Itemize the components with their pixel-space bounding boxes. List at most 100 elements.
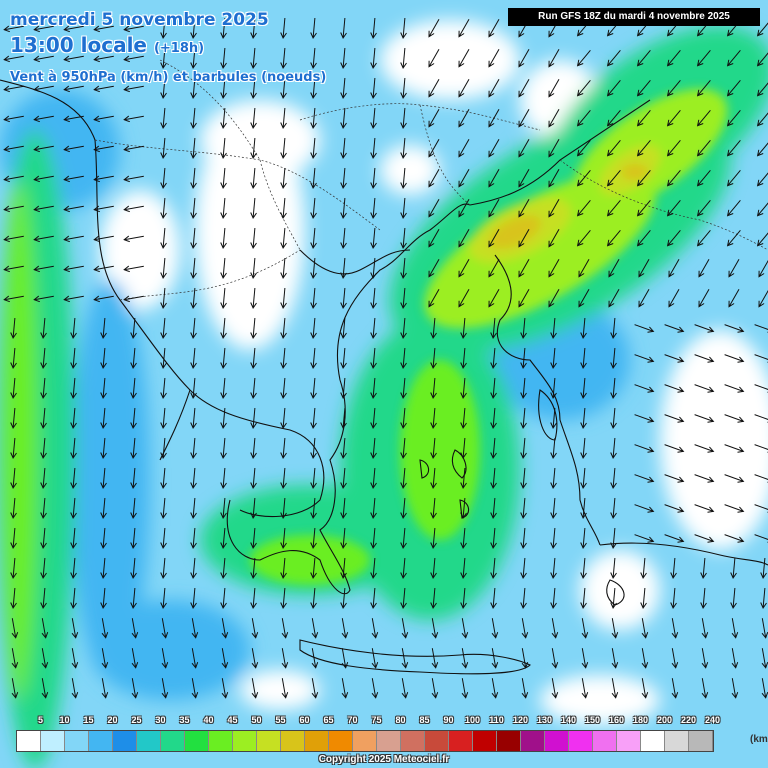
wind-arrow: [550, 407, 557, 430]
wind-arrow: [491, 618, 499, 639]
wind-arrow: [666, 199, 681, 217]
wind-arrow: [550, 467, 557, 490]
wind-arrow: [190, 137, 197, 160]
wind-arrow: [670, 557, 677, 580]
wind-arrow: [371, 678, 379, 699]
wind-arrow: [220, 107, 227, 130]
wind-arrow: [701, 648, 709, 669]
wind-arrow: [280, 197, 287, 220]
wind-arrow: [548, 139, 560, 158]
legend-value-label: 30: [155, 715, 166, 725]
legend-value-label: 160: [608, 715, 625, 725]
wind-arrow: [310, 257, 317, 280]
wind-arrow: [130, 437, 137, 460]
wind-arrow: [731, 618, 739, 639]
wind-arrow: [490, 587, 497, 610]
wind-arrow: [636, 139, 651, 157]
wind-arrow: [310, 77, 317, 100]
wind-arrow: [548, 109, 560, 128]
wind-arrow: [428, 169, 440, 188]
wind-arrow: [756, 22, 768, 37]
wind-arrow: [160, 377, 167, 400]
legend-value-label: 20: [107, 715, 118, 725]
wind-arrow: [428, 79, 440, 98]
wind-arrow: [160, 17, 167, 40]
wind-arrow: [341, 618, 349, 639]
wind-arrow: [280, 587, 287, 610]
wind-arrow: [701, 618, 709, 639]
wind-arrow: [550, 347, 557, 370]
wind-arrow: [370, 587, 377, 610]
wind-arrow: [551, 618, 559, 639]
wind-arrow: [340, 437, 347, 460]
wind-arrow: [458, 19, 470, 38]
legend-swatch: [113, 731, 137, 751]
wind-arrow: [370, 497, 377, 520]
wind-arrow: [370, 167, 377, 190]
wind-arrow: [190, 527, 197, 550]
wind-arrow: [581, 648, 589, 669]
legend-value-label: 15: [83, 715, 94, 725]
wind-arrow: [220, 557, 227, 580]
wind-arrow: [724, 354, 745, 363]
wind-arrow: [40, 467, 47, 490]
wind-arrow: [580, 317, 587, 340]
wind-arrow: [250, 587, 257, 610]
wind-arrow: [606, 79, 621, 97]
wind-arrow: [458, 169, 470, 188]
wind-arrow: [726, 139, 741, 157]
legend-swatch: [521, 731, 545, 751]
wind-arrow: [280, 107, 287, 130]
wind-arrow: [160, 107, 167, 130]
wind-arrow: [10, 497, 17, 520]
wind-arrow: [400, 467, 407, 490]
legend-swatch: [617, 731, 641, 751]
wind-arrow: [754, 324, 768, 333]
wind-arrow: [340, 77, 347, 100]
wind-arrow: [518, 109, 530, 128]
wind-arrow: [220, 467, 227, 490]
wind-arrow: [430, 497, 437, 520]
wind-arrow: [160, 407, 167, 430]
wind-arrow: [220, 17, 227, 40]
wind-arrow: [370, 227, 377, 250]
wind-arrow: [754, 354, 768, 363]
wind-arrow: [161, 678, 169, 699]
wind-arrow: [340, 227, 347, 250]
wind-arrow: [280, 287, 287, 310]
wind-arrow: [250, 227, 257, 250]
wind-arrow: [70, 407, 77, 430]
wind-arrow: [576, 49, 591, 67]
wind-arrow: [724, 324, 745, 333]
wind-arrow: [428, 229, 440, 248]
wind-arrow: [33, 265, 54, 273]
wind-arrow: [668, 259, 680, 278]
wind-arrow: [548, 259, 560, 278]
wind-arrow: [664, 384, 685, 393]
wind-arrow: [696, 79, 711, 97]
wind-arrow: [100, 437, 107, 460]
wind-arrow: [726, 229, 741, 247]
wind-arrow: [488, 199, 500, 218]
wind-arrow: [93, 295, 114, 303]
legend-swatch: [257, 731, 281, 751]
wind-arrow: [460, 437, 467, 460]
wind-arrow: [310, 167, 317, 190]
wind-arrow: [123, 25, 144, 33]
wind-arrow: [71, 678, 79, 699]
wind-arrow: [310, 227, 317, 250]
wind-arrow: [461, 618, 469, 639]
wind-arrow: [33, 145, 54, 153]
wind-arrow: [606, 199, 621, 217]
wind-arrow: [220, 167, 227, 190]
legend-swatch: [545, 731, 569, 751]
wind-arrow: [370, 467, 377, 490]
wind-arrow: [580, 377, 587, 400]
legend-value-label: 40: [203, 715, 214, 725]
wind-arrow: [400, 437, 407, 460]
wind-arrow: [340, 287, 347, 310]
legend-value-label: 35: [179, 715, 190, 725]
wind-arrow: [550, 587, 557, 610]
wind-arrow: [63, 25, 84, 33]
wind-arrow: [700, 587, 707, 610]
